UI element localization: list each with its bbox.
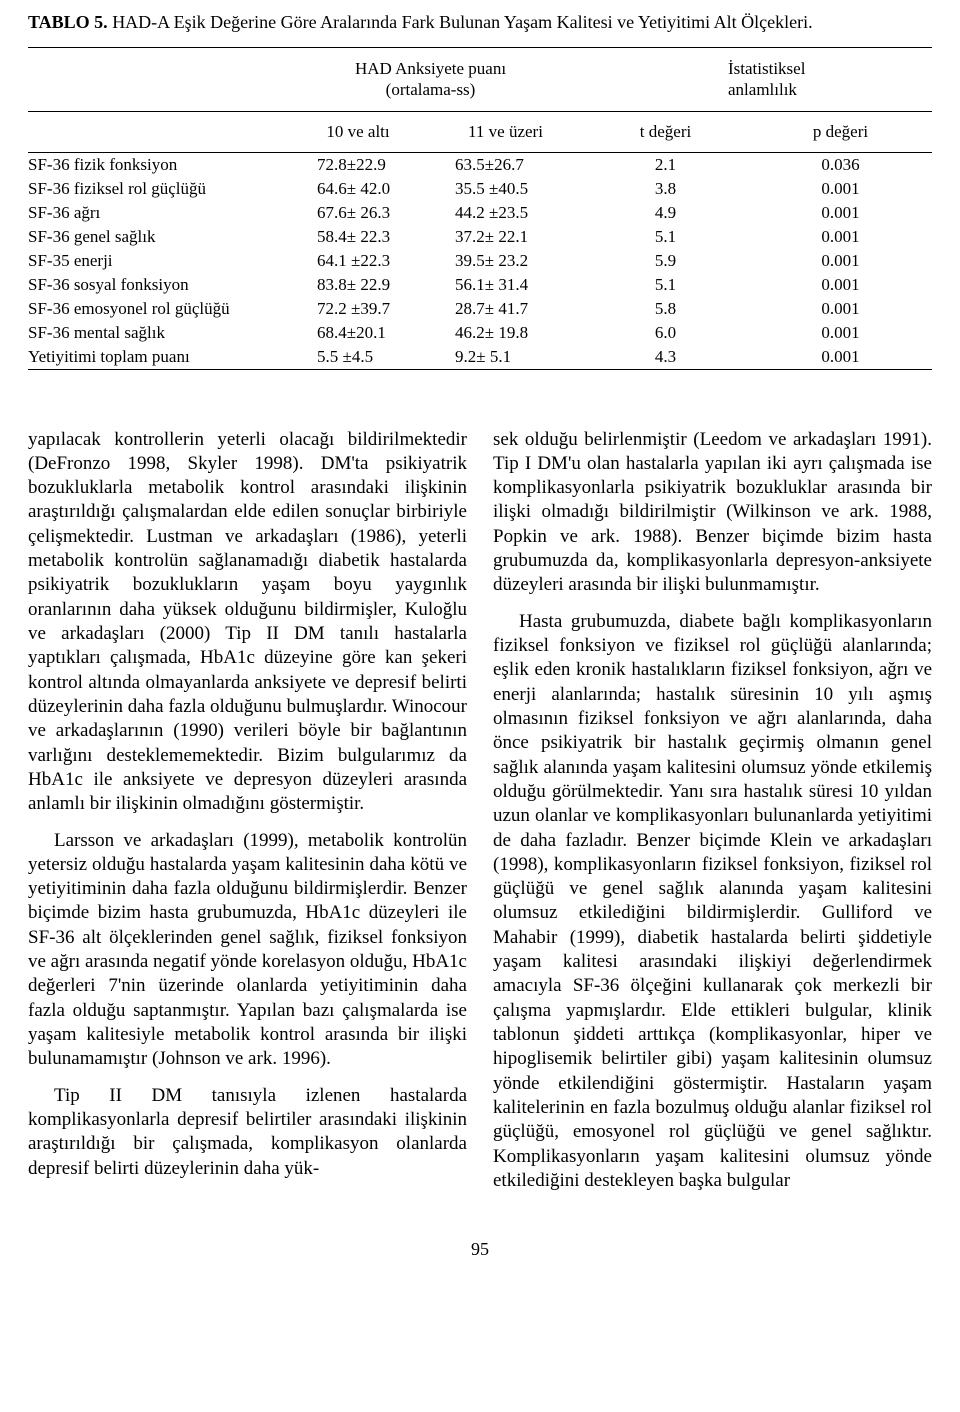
- cell: 0.001: [753, 299, 928, 319]
- cell: 5.1: [578, 227, 753, 247]
- cell: 0.001: [753, 227, 928, 247]
- left-column: yapılacak kontrollerin yeterli olacağı b…: [28, 428, 467, 1206]
- group-header-left: HAD Anksiyete puanı (ortalama-ss): [283, 58, 578, 101]
- cell: 9.2± 5.1: [433, 347, 578, 367]
- col-header: 11 ve üzeri: [433, 122, 578, 142]
- table-row: SF-35 enerji64.1 ±22.339.5± 23.25.90.001: [28, 249, 932, 273]
- row-label: SF-35 enerji: [28, 251, 283, 271]
- row-label: SF-36 sosyal fonksiyon: [28, 275, 283, 295]
- cell: 64.6± 42.0: [283, 179, 433, 199]
- cell: 3.8: [578, 179, 753, 199]
- cell: 0.001: [753, 251, 928, 271]
- group-header-right-line2: anlamlılık: [728, 79, 928, 100]
- table-row: Yetiyitimi toplam puanı5.5 ±4.59.2± 5.14…: [28, 345, 932, 369]
- cell: 4.3: [578, 347, 753, 367]
- body-columns: yapılacak kontrollerin yeterli olacağı b…: [28, 428, 932, 1206]
- body-paragraph: yapılacak kontrollerin yeterli olacağı b…: [28, 428, 467, 817]
- cell: 63.5±26.7: [433, 155, 578, 175]
- cell: 35.5 ±40.5: [433, 179, 578, 199]
- col-header: t değeri: [578, 122, 753, 142]
- group-header-right-line1: İstatistiksel: [728, 58, 928, 79]
- group-header-left-line1: HAD Anksiyete puanı: [283, 58, 578, 79]
- cell: 0.001: [753, 179, 928, 199]
- table-row: SF-36 mental sağlık68.4±20.146.2± 19.86.…: [28, 321, 932, 345]
- cell: 68.4±20.1: [283, 323, 433, 343]
- cell: 4.9: [578, 203, 753, 223]
- cell: 5.8: [578, 299, 753, 319]
- table-row: SF-36 fizik fonksiyon72.8±22.963.5±26.72…: [28, 153, 932, 177]
- cell: 44.2 ±23.5: [433, 203, 578, 223]
- cell: 37.2± 22.1: [433, 227, 578, 247]
- cell: 0.036: [753, 155, 928, 175]
- col-header: p değeri: [753, 122, 928, 142]
- right-column: sek olduğu belirlenmiştir (Leedom ve ark…: [493, 428, 932, 1206]
- cell: 28.7± 41.7: [433, 299, 578, 319]
- col-header: 10 ve altı: [283, 122, 433, 142]
- row-label: SF-36 genel sağlık: [28, 227, 283, 247]
- cell: 0.001: [753, 203, 928, 223]
- cell: 67.6± 26.3: [283, 203, 433, 223]
- cell: 58.4± 22.3: [283, 227, 433, 247]
- cell: 5.9: [578, 251, 753, 271]
- cell: 39.5± 23.2: [433, 251, 578, 271]
- row-label: SF-36 fizik fonksiyon: [28, 155, 283, 175]
- cell: 0.001: [753, 275, 928, 295]
- cell: 72.2 ±39.7: [283, 299, 433, 319]
- cell: 0.001: [753, 323, 928, 343]
- table-caption: TABLO 5. HAD-A Eşik Değerine Göre Aralar…: [28, 12, 932, 33]
- table-row: SF-36 sosyal fonksiyon83.8± 22.956.1± 31…: [28, 273, 932, 297]
- table-body: SF-36 fizik fonksiyon72.8±22.963.5±26.72…: [28, 153, 932, 369]
- cell: 56.1± 31.4: [433, 275, 578, 295]
- row-label: SF-36 emosyonel rol güçlüğü: [28, 299, 283, 319]
- group-header-right: İstatistiksel anlamlılık: [728, 58, 928, 101]
- page: TABLO 5. HAD-A Eşik Değerine Göre Aralar…: [0, 0, 960, 1290]
- row-label: Yetiyitimi toplam puanı: [28, 347, 283, 367]
- group-header-left-line2: (ortalama-ss): [283, 79, 578, 100]
- cell: 72.8±22.9: [283, 155, 433, 175]
- spacer: [578, 58, 728, 101]
- cell: 6.0: [578, 323, 753, 343]
- table-row: SF-36 fiziksel rol güçlüğü64.6± 42.035.5…: [28, 177, 932, 201]
- cell: 2.1: [578, 155, 753, 175]
- body-paragraph: Hasta grubumuzda, diabete bağlı komplika…: [493, 610, 932, 1194]
- cell: 46.2± 19.8: [433, 323, 578, 343]
- body-paragraph: Tip II DM tanısıyla izlenen hastalarda k…: [28, 1084, 467, 1181]
- table-group-header: HAD Anksiyete puanı (ortalama-ss) İstati…: [28, 48, 932, 111]
- table-row: SF-36 emosyonel rol güçlüğü72.2 ±39.728.…: [28, 297, 932, 321]
- row-label: SF-36 fiziksel rol güçlüğü: [28, 179, 283, 199]
- cell: 64.1 ±22.3: [283, 251, 433, 271]
- table-number: TABLO 5.: [28, 12, 108, 32]
- row-label: SF-36 mental sağlık: [28, 323, 283, 343]
- body-paragraph: Larsson ve arkadaşları (1999), metabolik…: [28, 829, 467, 1072]
- cell: 5.1: [578, 275, 753, 295]
- spacer: [28, 58, 283, 101]
- page-number: 95: [28, 1239, 932, 1260]
- table-row: SF-36 ağrı67.6± 26.344.2 ±23.54.90.001: [28, 201, 932, 225]
- row-label: SF-36 ağrı: [28, 203, 283, 223]
- table-column-header: 10 ve altı 11 ve üzeri t değeri p değeri: [28, 111, 932, 153]
- cell: 83.8± 22.9: [283, 275, 433, 295]
- body-paragraph: sek olduğu belirlenmiştir (Leedom ve ark…: [493, 428, 932, 598]
- cell: 5.5 ±4.5: [283, 347, 433, 367]
- cell: 0.001: [753, 347, 928, 367]
- col-spacer: [28, 122, 283, 142]
- table-row: SF-36 genel sağlık58.4± 22.337.2± 22.15.…: [28, 225, 932, 249]
- table-caption-text: HAD-A Eşik Değerine Göre Aralarında Fark…: [108, 12, 813, 32]
- data-table: HAD Anksiyete puanı (ortalama-ss) İstati…: [28, 47, 932, 370]
